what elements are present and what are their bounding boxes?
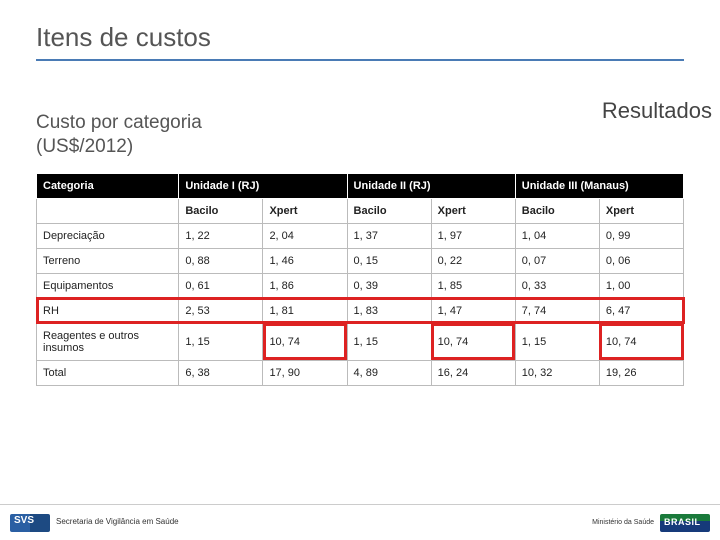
cell-value: 2, 53 xyxy=(179,298,263,323)
cell-value: 19, 26 xyxy=(599,360,683,385)
svs-mark-icon xyxy=(10,514,50,532)
cell-value: 1, 81 xyxy=(263,298,347,323)
cost-table-wrap: Categoria Unidade I (RJ) Unidade II (RJ)… xyxy=(0,159,720,386)
col-subheader: Xpert xyxy=(263,198,347,223)
cell-value: 0, 61 xyxy=(179,273,263,298)
row-label: Equipamentos xyxy=(37,273,179,298)
cost-table: Categoria Unidade I (RJ) Unidade II (RJ)… xyxy=(36,173,684,386)
table-body: Depreciação1, 222, 041, 371, 971, 040, 9… xyxy=(37,223,684,385)
row-label: Reagentes e outros insumos xyxy=(37,323,179,360)
table-row: Total6, 3817, 904, 8916, 2410, 3219, 26 xyxy=(37,360,684,385)
cell-value: 7, 74 xyxy=(515,298,599,323)
subtitle-line2: (US$/2012) xyxy=(36,135,720,159)
cell-value: 0, 39 xyxy=(347,273,431,298)
col-subheader: Bacilo xyxy=(347,198,431,223)
cell-value: 1, 86 xyxy=(263,273,347,298)
cell-value: 1, 15 xyxy=(347,323,431,360)
col-subheader: Bacilo xyxy=(179,198,263,223)
col-header-categoria: Categoria xyxy=(37,173,179,198)
cell-value: 6, 47 xyxy=(599,298,683,323)
cell-value: 17, 90 xyxy=(263,360,347,385)
resultados-label: Resultados xyxy=(602,98,712,124)
table-row: Terreno0, 881, 460, 150, 220, 070, 06 xyxy=(37,248,684,273)
col-header-unit-3: Unidade III (Manaus) xyxy=(515,173,683,198)
ministerio-text: Ministério da Saúde xyxy=(592,519,654,527)
table-row: RH2, 531, 811, 831, 477, 746, 47 xyxy=(37,298,684,323)
col-subheader-blank xyxy=(37,198,179,223)
logo-svs: Secretaria de Vigilância em Saúde xyxy=(10,514,179,532)
col-header-unit-1: Unidade I (RJ) xyxy=(179,173,347,198)
footer: Secretaria de Vigilância em Saúde Minist… xyxy=(0,504,720,540)
cell-value: 1, 15 xyxy=(179,323,263,360)
cell-value: 1, 22 xyxy=(179,223,263,248)
cell-value: 6, 38 xyxy=(179,360,263,385)
cell-value: 1, 46 xyxy=(263,248,347,273)
cell-value: 0, 99 xyxy=(599,223,683,248)
cell-value: 0, 15 xyxy=(347,248,431,273)
table-row: Reagentes e outros insumos1, 1510, 741, … xyxy=(37,323,684,360)
cell-value: 0, 06 xyxy=(599,248,683,273)
cell-value: 1, 97 xyxy=(431,223,515,248)
cell-value: 0, 07 xyxy=(515,248,599,273)
brasil-mark-icon xyxy=(660,514,710,532)
cell-value: 1, 47 xyxy=(431,298,515,323)
col-header-unit-2: Unidade II (RJ) xyxy=(347,173,515,198)
cell-value: 2, 04 xyxy=(263,223,347,248)
cell-value: 1, 04 xyxy=(515,223,599,248)
row-label: Depreciação xyxy=(37,223,179,248)
cell-value: 0, 22 xyxy=(431,248,515,273)
cell-value: 1, 83 xyxy=(347,298,431,323)
cell-value: 1, 85 xyxy=(431,273,515,298)
cell-value: 0, 88 xyxy=(179,248,263,273)
row-label: Terreno xyxy=(37,248,179,273)
logo-brasil: Ministério da Saúde xyxy=(592,514,710,532)
table-row: Depreciação1, 222, 041, 371, 971, 040, 9… xyxy=(37,223,684,248)
cell-value: 10, 74 xyxy=(599,323,683,360)
col-subheader: Xpert xyxy=(431,198,515,223)
row-label: RH xyxy=(37,298,179,323)
cell-value: 1, 00 xyxy=(599,273,683,298)
cell-value: 1, 37 xyxy=(347,223,431,248)
cell-value: 10, 32 xyxy=(515,360,599,385)
table-header-row-1: Categoria Unidade I (RJ) Unidade II (RJ)… xyxy=(37,173,684,198)
cell-value: 10, 74 xyxy=(263,323,347,360)
cell-value: 1, 15 xyxy=(515,323,599,360)
cell-value: 10, 74 xyxy=(431,323,515,360)
col-subheader: Xpert xyxy=(599,198,683,223)
cell-value: 4, 89 xyxy=(347,360,431,385)
row-label: Total xyxy=(37,360,179,385)
table-row: Equipamentos0, 611, 860, 391, 850, 331, … xyxy=(37,273,684,298)
table-header-row-2: Bacilo Xpert Bacilo Xpert Bacilo Xpert xyxy=(37,198,684,223)
cell-value: 0, 33 xyxy=(515,273,599,298)
slide-title: Itens de custos xyxy=(0,0,720,53)
col-subheader: Bacilo xyxy=(515,198,599,223)
cell-value: 16, 24 xyxy=(431,360,515,385)
svs-text: Secretaria de Vigilância em Saúde xyxy=(56,518,179,526)
